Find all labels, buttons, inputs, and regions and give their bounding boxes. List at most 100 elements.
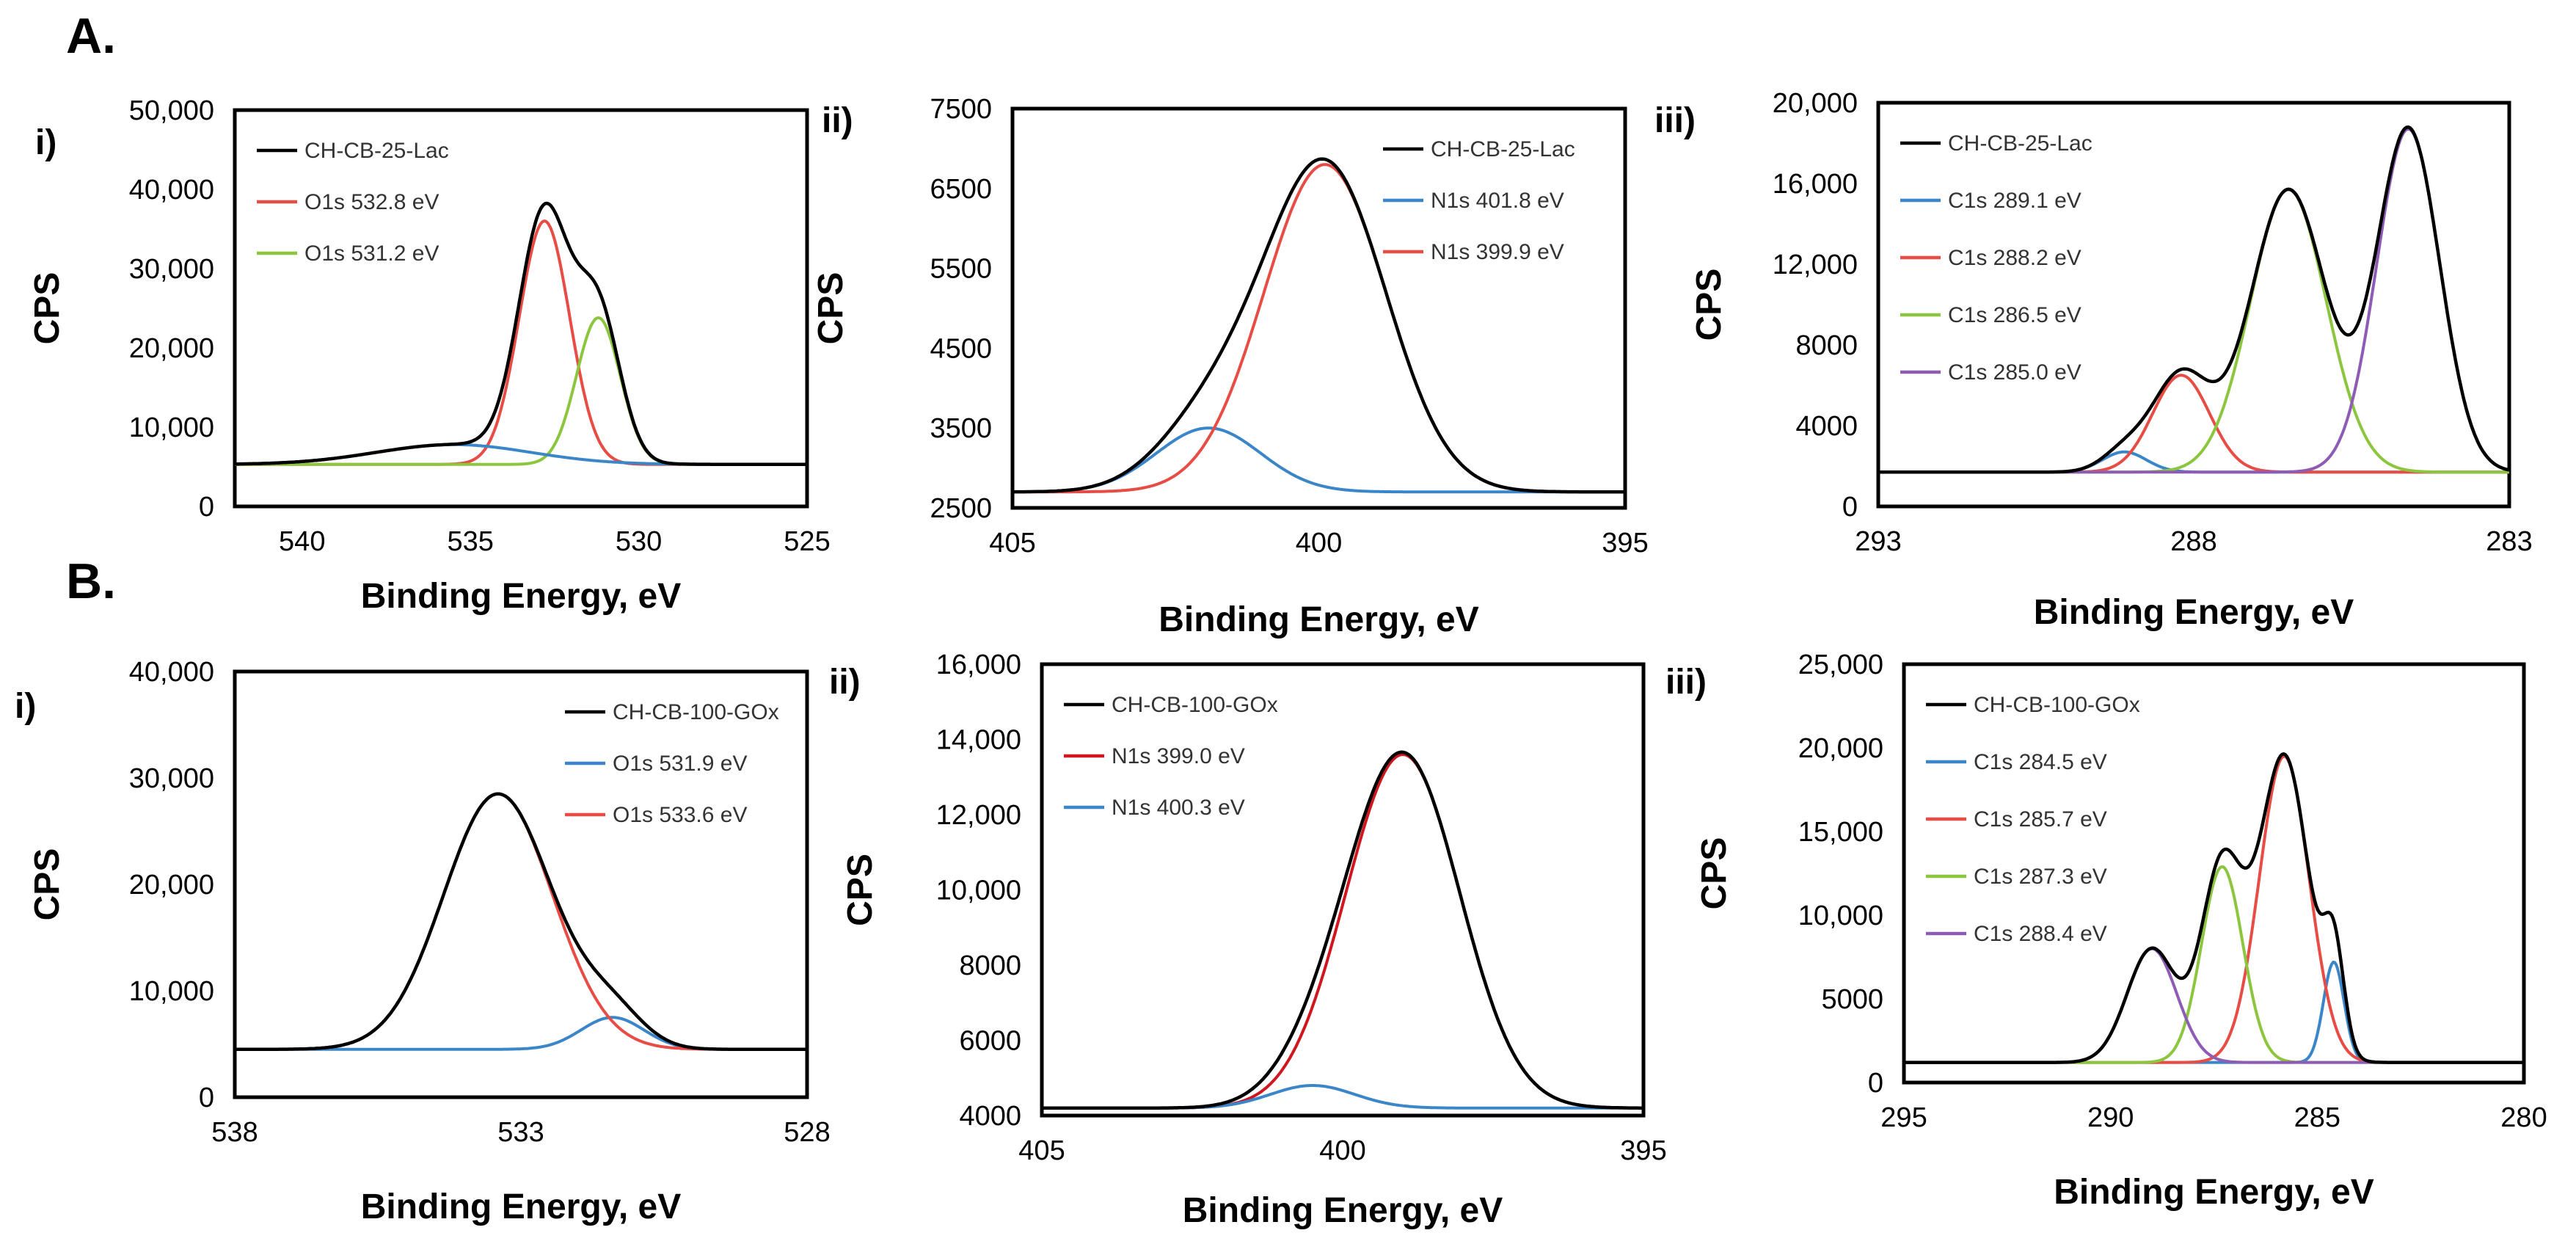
xps-panel-6: iii) 0 5000 10,000 15,000 20,000 25,000 295 290 2… — [1665, 650, 2547, 1212]
y-axis-label: CPS — [841, 854, 880, 926]
panel-label: i) — [15, 687, 36, 726]
y-tick-label: 0 — [199, 492, 214, 523]
y-tick-label: 5000 — [1821, 984, 1883, 1015]
legend-entry: O1s 532.8 eV — [304, 190, 439, 214]
x-tick-label: 283 — [2486, 526, 2532, 557]
y-tick-label: 8000 — [959, 950, 1021, 981]
envelope-curve — [235, 201, 807, 467]
envelope-curve — [1904, 752, 2524, 1064]
y-axis-label: CPS — [1690, 269, 1729, 341]
x-tick-label: 293 — [1855, 526, 1901, 557]
legend-entry: CH-CB-25-Lac — [304, 139, 449, 163]
x-tick-label: 405 — [989, 528, 1035, 559]
x-tick-label: 280 — [2500, 1102, 2547, 1133]
legend-entry: C1s 288.4 eV — [1974, 922, 2107, 946]
legend-entry: C1s 289.1 eV — [1948, 189, 2081, 213]
legend-entry: CH-CB-100-GOx — [613, 700, 779, 724]
x-tick-label: 538 — [211, 1117, 258, 1148]
x-tick-label: 295 — [1880, 1102, 1927, 1133]
plot-frame — [1876, 101, 2511, 509]
y-tick-label: 2500 — [930, 493, 992, 524]
y-tick-label: 7500 — [930, 94, 992, 125]
y-tick-label: 30,000 — [129, 254, 214, 285]
section-label-a: A. — [66, 8, 116, 64]
y-tick-label: 6500 — [930, 174, 992, 205]
y-tick-label: 25,000 — [1798, 650, 1883, 680]
envelope-curve — [1042, 750, 1643, 1110]
y-tick-label: 4000 — [959, 1101, 1021, 1132]
envelope-curve — [1878, 125, 2509, 474]
y-tick-label: 40,000 — [129, 657, 214, 688]
xps-panel-4: i) 0 10,000 20,000 30,000 40,000 538 533 528 Bind… — [15, 657, 831, 1226]
y-tick-label: 16,000 — [936, 650, 1021, 680]
y-tick-label: 20,000 — [129, 333, 214, 364]
legend-entry: C1s 287.3 eV — [1974, 865, 2107, 889]
y-tick-label: 12,000 — [1773, 250, 1858, 280]
y-axis-label: CPS — [811, 272, 850, 345]
xps-panel-3: iii) 0 4000 8000 12,000 16,000 20,000 293 288 283… — [1654, 88, 2533, 632]
panel-label: ii) — [829, 663, 861, 702]
legend-entry: C1s 288.2 eV — [1948, 246, 2081, 270]
x-axis-label: Binding Energy, eV — [2034, 593, 2354, 632]
legend-entry: O1s 531.2 eV — [304, 241, 439, 266]
x-tick-label: 535 — [447, 526, 493, 557]
x-tick-label: 288 — [2170, 526, 2216, 557]
legend-entry: CH-CB-100-GOx — [1112, 693, 1278, 717]
y-axis-label: CPS — [28, 272, 67, 345]
y-tick-label: 10,000 — [129, 976, 214, 1007]
x-axis-label: Binding Energy, eV — [1183, 1191, 1503, 1230]
y-tick-label: 10,000 — [1798, 901, 1883, 931]
x-axis-label: Binding Energy, eV — [361, 577, 682, 616]
legend-entry: N1s 401.8 eV — [1431, 189, 1564, 213]
y-tick-label: 40,000 — [129, 175, 214, 205]
legend-entry: C1s 286.5 eV — [1948, 303, 2081, 327]
envelope-curve — [235, 792, 807, 1051]
y-tick-label: 15,000 — [1798, 817, 1883, 848]
y-tick-label: 4000 — [1795, 411, 1858, 442]
legend-entry: CH-CB-25-Lac — [1948, 131, 2092, 156]
xps-panel-2: ii) 2500 3500 4500 5500 6500 7500 405 400 395 Bind… — [811, 94, 1649, 639]
y-tick-label: 5500 — [930, 254, 992, 285]
y-tick-label: 20,000 — [129, 870, 214, 901]
x-axis-label: Binding Energy, eV — [361, 1187, 682, 1226]
x-tick-label: 395 — [1602, 528, 1648, 559]
legend-entry: C1s 285.7 eV — [1974, 807, 2107, 832]
y-axis-label: CPS — [1695, 837, 1734, 910]
legend-entry: C1s 284.5 eV — [1974, 750, 2107, 774]
legend-entry: CH-CB-25-Lac — [1431, 137, 1575, 161]
y-tick-label: 16,000 — [1773, 169, 1858, 200]
y-tick-label: 10,000 — [129, 412, 214, 443]
x-tick-label: 540 — [279, 526, 325, 557]
y-tick-label: 4500 — [930, 333, 992, 364]
y-tick-label: 0 — [199, 1083, 214, 1113]
y-tick-label: 50,000 — [129, 95, 214, 126]
x-tick-label: 533 — [497, 1117, 544, 1148]
x-tick-label: 405 — [1018, 1135, 1065, 1166]
legend-entry: CH-CB-100-GOx — [1974, 693, 2140, 717]
y-tick-label: 3500 — [930, 413, 992, 444]
y-tick-label: 14,000 — [936, 725, 1021, 756]
legend-entry: N1s 400.3 eV — [1112, 796, 1245, 820]
x-tick-label: 528 — [784, 1117, 830, 1148]
panel-label: ii) — [822, 101, 853, 140]
y-tick-label: 10,000 — [936, 876, 1021, 906]
x-tick-label: 395 — [1620, 1135, 1666, 1166]
section-label-b: B. — [66, 553, 116, 609]
envelope-curve — [1012, 157, 1625, 494]
legend-entry: C1s 285.0 eV — [1948, 360, 2081, 385]
x-tick-label: 285 — [2294, 1102, 2340, 1133]
legend-entry: N1s 399.9 eV — [1431, 240, 1564, 264]
y-tick-label: 0 — [1842, 492, 1858, 523]
x-tick-label: 400 — [1319, 1135, 1365, 1166]
x-tick-label: 400 — [1296, 528, 1342, 559]
panel-label: iii) — [1654, 101, 1696, 140]
x-axis-label: Binding Energy, eV — [1159, 600, 1479, 639]
x-tick-label: 530 — [616, 526, 662, 557]
legend-entry: N1s 399.0 eV — [1112, 744, 1245, 768]
y-tick-label: 20,000 — [1773, 88, 1858, 119]
x-tick-label: 290 — [2087, 1102, 2134, 1133]
legend-entry: O1s 531.9 eV — [613, 752, 747, 776]
plot-frame — [233, 669, 809, 1099]
xps-panel-1: i) 0 10,000 20,000 30,000 40,000 50,000 540 535 5… — [28, 95, 831, 616]
panel-label: i) — [35, 123, 56, 162]
